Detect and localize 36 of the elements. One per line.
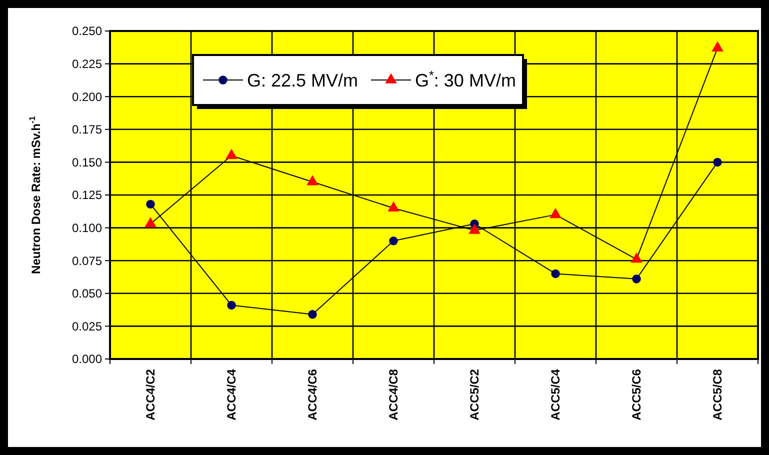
y-tick-label: 0.050 xyxy=(72,286,102,301)
y-tick-label: 0.000 xyxy=(72,352,102,366)
point xyxy=(713,158,722,167)
x-tick-label: ACC4/C6 xyxy=(306,368,320,420)
point xyxy=(308,310,317,319)
y-tick-label: 0.250 xyxy=(72,24,102,38)
legend-label: G: 22.5 MV/m xyxy=(247,70,358,90)
x-tick-label: ACC4/C2 xyxy=(144,368,158,420)
point xyxy=(468,224,480,234)
y-tick-label: 0.150 xyxy=(72,155,102,170)
point xyxy=(144,217,156,228)
point xyxy=(550,208,562,218)
y-tick-label: 0.175 xyxy=(72,122,102,137)
x-tick-label: ACC5/C4 xyxy=(548,368,562,420)
legend-label: G$^{*}$: 30 MV/m xyxy=(415,68,516,90)
point xyxy=(551,269,560,278)
y-tick-label: 0.125 xyxy=(72,188,102,202)
point xyxy=(632,274,641,284)
x-tick-label: ACC5/C8 xyxy=(710,368,724,420)
y-tick-label: 0.025 xyxy=(72,319,102,334)
y-tick-label: 0.100 xyxy=(72,221,102,235)
point xyxy=(227,300,236,310)
point xyxy=(630,252,642,263)
x-tick-label: ACC5/C6 xyxy=(630,368,644,420)
x-tick-label: ACC5/C2 xyxy=(468,368,482,420)
point xyxy=(389,236,398,246)
x-tick-label: ACC4/C4 xyxy=(224,368,238,420)
y-tick-label: 0.225 xyxy=(72,57,102,71)
point xyxy=(712,41,724,52)
point xyxy=(226,148,238,160)
y-tick-label: 0.200 xyxy=(72,90,102,104)
x-tick-label: ACC4/C8 xyxy=(386,368,400,420)
point xyxy=(146,200,155,209)
point xyxy=(388,201,400,212)
point xyxy=(306,175,318,186)
y-tick-label: 0.075 xyxy=(72,254,102,268)
